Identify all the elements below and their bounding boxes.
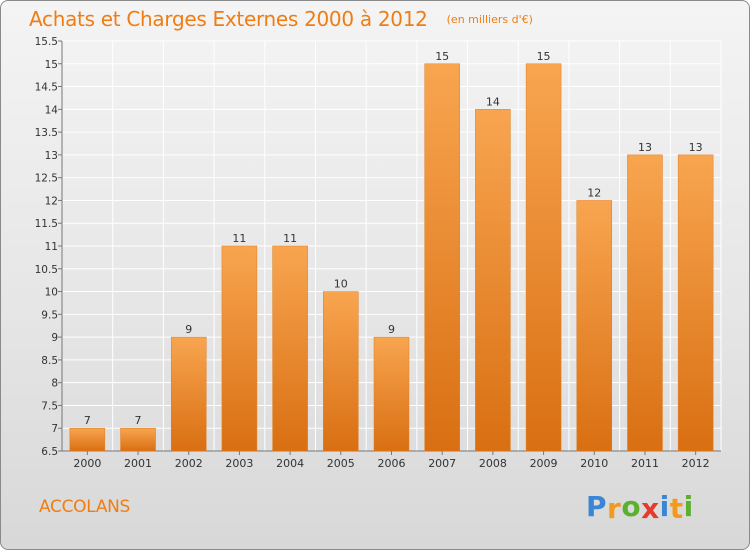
x-tick-label: 2001 <box>124 457 152 470</box>
logo-letter: P <box>586 490 608 523</box>
logo-letter: i <box>659 490 670 523</box>
logo-letter: t <box>669 492 684 525</box>
y-tick-label: 10 <box>45 287 58 299</box>
data-label: 13 <box>638 141 652 154</box>
data-label: 11 <box>283 232 297 245</box>
bar <box>120 427 156 452</box>
logo-letter: i <box>683 490 694 523</box>
y-tick-label: 15 <box>45 59 58 71</box>
logo-letter: x <box>641 492 660 525</box>
bar <box>170 336 207 452</box>
data-label: 9 <box>185 323 192 336</box>
bar <box>221 245 258 452</box>
bar <box>627 154 663 452</box>
bar <box>677 154 714 452</box>
data-label: 14 <box>486 95 500 108</box>
bar <box>525 63 562 452</box>
logo-letter: o <box>621 490 642 523</box>
proxiti-logo[interactable]: Proxiti <box>586 490 694 525</box>
chart-title: Achats et Charges Externes 2000 à 2012 (… <box>29 7 533 31</box>
data-labels: 7 7 9 11 11 10 9 15 14 15 12 13 13 <box>84 50 703 427</box>
data-label: 11 <box>232 232 246 245</box>
commune-name: ACCOLANS <box>39 497 131 517</box>
x-tick-labels: 2000 2001 2002 2003 2004 2005 2006 2007 2008 2009… <box>73 457 709 470</box>
data-label: 10 <box>334 278 348 291</box>
x-tick-label: 2009 <box>530 457 558 470</box>
bar <box>475 109 511 452</box>
bar <box>69 427 106 452</box>
y-tick-label: 7 <box>51 423 58 435</box>
y-tick-label: 11 <box>45 241 58 253</box>
x-tick-label: 2005 <box>327 457 355 470</box>
x-tick-label: 2010 <box>580 457 608 470</box>
data-label: 9 <box>388 323 395 336</box>
y-tick-label: 15.5 <box>35 36 58 48</box>
x-tick-label: 2006 <box>378 457 406 470</box>
y-tick-label: 14.5 <box>35 82 58 94</box>
logo-letter: r <box>607 492 622 525</box>
y-tick-label: 13.5 <box>35 127 58 139</box>
units-text: (en milliers d'€) <box>446 13 533 26</box>
y-tick-label: 14 <box>45 104 59 116</box>
data-label: 12 <box>587 186 601 199</box>
y-tick-label: 8.5 <box>41 355 58 367</box>
y-tick-label: 10.5 <box>35 264 58 276</box>
x-tick-label: 2000 <box>73 457 101 470</box>
y-tick-label: 7.5 <box>41 400 58 412</box>
y-tick-label: 12.5 <box>35 173 58 185</box>
bars <box>69 63 714 452</box>
y-tick-label: 12 <box>45 195 58 207</box>
bar <box>373 336 410 452</box>
data-label: 15 <box>435 50 449 63</box>
y-tick-label: 9.5 <box>41 309 58 321</box>
bar <box>576 200 613 452</box>
y-tick-label: 6.5 <box>41 446 58 458</box>
x-tick-label: 2012 <box>682 457 710 470</box>
x-tick-label: 2002 <box>175 457 203 470</box>
bar <box>272 245 308 452</box>
x-tick-label: 2008 <box>479 457 507 470</box>
x-tick-label: 2004 <box>276 457 304 470</box>
title-text: Achats et Charges Externes 2000 à 2012 <box>29 7 428 31</box>
x-tick-label: 2011 <box>631 457 659 470</box>
y-tick-label: 8 <box>51 378 58 390</box>
x-tick-label: 2007 <box>428 457 456 470</box>
y-tick-label: 11.5 <box>35 218 58 230</box>
y-tick-labels: 6.5 7 7.5 8 8.5 9 9.5 10 10.5 11 11.5 12 12.5 13 13.5 1… <box>35 36 59 458</box>
data-label: 13 <box>689 141 703 154</box>
y-tick-label: 13 <box>45 150 58 162</box>
x-tick-label: 2003 <box>225 457 253 470</box>
data-label: 7 <box>135 414 142 427</box>
data-label: 7 <box>84 414 91 427</box>
data-label: 15 <box>537 50 551 63</box>
y-tick-label: 9 <box>51 332 58 344</box>
bar <box>323 291 359 452</box>
bar <box>424 63 460 452</box>
